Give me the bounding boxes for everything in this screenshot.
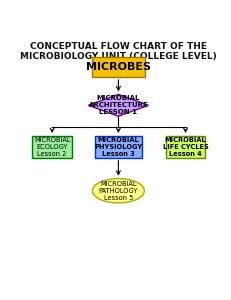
Text: CONCEPTUAL FLOW CHART OF THE
MICROBIOLOGY UNIT (COLLEGE LEVEL): CONCEPTUAL FLOW CHART OF THE MICROBIOLOG… <box>20 42 217 61</box>
FancyBboxPatch shape <box>166 136 205 158</box>
Text: MICROBIAL
PATHOLOGY
Lesson 5: MICROBIAL PATHOLOGY Lesson 5 <box>99 181 138 201</box>
Text: MICROBIAL
ECOLOGY
Lesson 2: MICROBIAL ECOLOGY Lesson 2 <box>34 137 70 157</box>
Ellipse shape <box>92 178 144 203</box>
FancyBboxPatch shape <box>95 136 142 158</box>
FancyBboxPatch shape <box>91 57 145 77</box>
FancyBboxPatch shape <box>32 136 72 158</box>
Text: MICROBES: MICROBES <box>86 62 151 72</box>
Text: MICROBIAL
ARCHITECTURE
LESSON 1: MICROBIAL ARCHITECTURE LESSON 1 <box>88 95 148 115</box>
Text: MICROBIAL
PHYSIOLOGY
Lesson 3: MICROBIAL PHYSIOLOGY Lesson 3 <box>94 137 143 157</box>
Text: MICROBIAL
LIFE CYCLES
Lesson 4: MICROBIAL LIFE CYCLES Lesson 4 <box>163 137 208 157</box>
Polygon shape <box>88 94 149 116</box>
